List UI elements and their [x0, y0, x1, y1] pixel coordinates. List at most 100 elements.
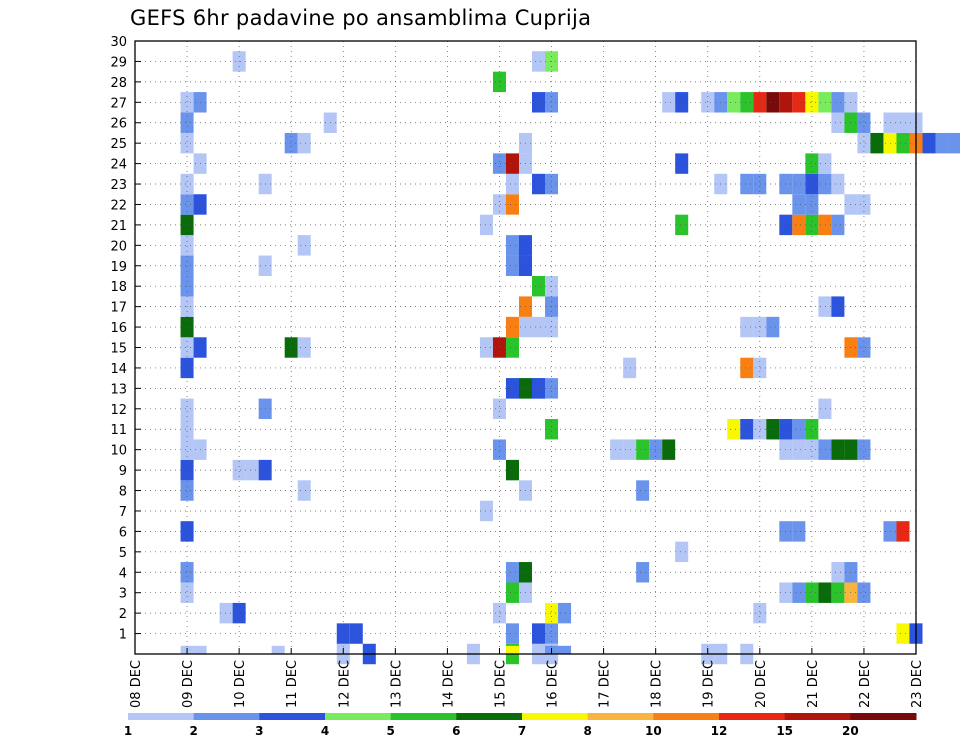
legend-label: 4 — [321, 724, 329, 738]
heatmap-cell — [545, 316, 559, 338]
heatmap-cell — [727, 92, 741, 113]
y-tick-label: 29 — [110, 55, 127, 70]
y-tick-label: 15 — [110, 342, 127, 357]
heatmap-cell — [532, 92, 546, 113]
heatmap-cell — [180, 173, 194, 195]
heatmap-cell — [831, 582, 845, 603]
heatmap-cell — [180, 439, 194, 460]
x-tick-label: 20 DEC — [754, 660, 769, 708]
heatmap-cell — [636, 439, 650, 460]
heatmap-cell — [883, 521, 897, 542]
heatmap-cell — [896, 112, 910, 133]
y-tick-label: 28 — [110, 76, 127, 91]
legend-label: 7 — [518, 724, 526, 738]
heatmap-cell — [284, 132, 298, 154]
y-tick-label: 2 — [119, 607, 127, 622]
heatmap-cell — [505, 153, 519, 174]
heatmap-cell — [662, 92, 676, 113]
heatmap-cell — [180, 419, 194, 440]
heatmap-cell — [792, 194, 806, 215]
heatmap-cell — [479, 337, 493, 358]
x-tick-label: 15 DEC — [493, 660, 508, 708]
legend-label: 3 — [255, 724, 263, 738]
heatmap-cell — [857, 439, 871, 460]
heatmap-cell — [284, 337, 298, 358]
heatmap-cell — [297, 235, 311, 256]
legend-label: 15 — [776, 724, 793, 738]
y-tick-label: 23 — [110, 178, 127, 193]
y-tick-label: 6 — [119, 525, 127, 540]
heatmap-cell — [740, 419, 754, 440]
y-tick-label: 30 — [110, 35, 127, 50]
chart-title: GEFS 6hr padavine po ansamblima Cuprija — [130, 6, 592, 30]
color-legend: 1 2 3 4 5 6 7 8 10 12 15 20 — [124, 713, 917, 738]
heatmap-cell — [180, 357, 194, 379]
legend-swatch — [325, 713, 392, 720]
heatmap-cell — [662, 439, 676, 460]
heatmap-cell — [675, 541, 689, 563]
legend-swatch — [587, 713, 654, 720]
heatmap-cell — [805, 214, 819, 236]
heatmap-cell — [180, 582, 194, 603]
y-axis: 1234567891011121314151617181920212223242… — [110, 35, 141, 643]
heatmap-cell — [753, 92, 767, 113]
heatmap-cell — [232, 459, 246, 481]
heatmap-cell — [180, 337, 194, 358]
heatmap-cell — [180, 459, 194, 481]
y-tick-label: 25 — [110, 137, 127, 152]
heatmap-cell — [818, 296, 832, 317]
heatmap-cell — [492, 194, 506, 215]
x-tick-label: 13 DEC — [389, 660, 404, 708]
heatmap-cell — [505, 645, 519, 654]
heatmap-cell — [792, 439, 806, 460]
heatmap-cell — [492, 398, 506, 420]
x-tick-label: 21 DEC — [806, 660, 821, 708]
heatmap-cell — [180, 214, 194, 236]
heatmap-cell — [532, 623, 546, 644]
y-tick-label: 8 — [119, 485, 127, 500]
y-tick-label: 26 — [110, 117, 127, 132]
heatmap-cell — [505, 316, 519, 338]
y-tick-label: 22 — [110, 198, 127, 213]
x-tick-label: 11 DEC — [285, 660, 300, 708]
heatmap-cell — [805, 582, 819, 603]
legend-label: 20 — [842, 724, 859, 738]
heatmap-cell — [505, 459, 519, 481]
heatmap-cell — [271, 645, 285, 654]
heatmap-cell — [180, 398, 194, 420]
y-tick-label: 10 — [110, 444, 127, 459]
heatmap-cell — [818, 582, 832, 603]
heatmap-cell — [805, 173, 819, 195]
heatmap-cell — [545, 378, 559, 399]
legend-label: 8 — [583, 724, 591, 738]
heatmap-cell — [532, 275, 546, 297]
legend-label: 5 — [386, 724, 394, 738]
heatmap-cell — [831, 173, 845, 195]
y-tick-label: 16 — [110, 321, 127, 336]
legend-swatch — [193, 713, 260, 720]
heatmap-cell — [766, 419, 780, 440]
heatmap-cell — [558, 645, 572, 654]
y-tick-label: 13 — [110, 382, 127, 397]
heatmap-cell — [831, 439, 845, 460]
heatmap-cell — [180, 194, 194, 215]
heatmap-cell — [610, 439, 624, 460]
legend-swatch — [456, 713, 523, 720]
y-tick-label: 9 — [119, 464, 127, 479]
heatmap-cell — [505, 173, 519, 195]
legend-swatch — [653, 713, 720, 720]
legend-swatch — [784, 713, 851, 720]
heatmap-cell — [180, 235, 194, 256]
heatmap-cell — [297, 132, 311, 154]
x-tick-label: 12 DEC — [337, 660, 352, 708]
y-tick-label: 14 — [110, 362, 127, 377]
heatmap-cell — [753, 357, 767, 379]
heatmap-cell — [193, 645, 207, 654]
heatmap-cell — [532, 51, 546, 72]
heatmap-cell — [896, 521, 910, 542]
heatmap-cell — [505, 337, 519, 358]
heatmap-cell — [740, 316, 754, 338]
heatmap-cell — [818, 92, 832, 113]
x-tick-label: 19 DEC — [702, 660, 717, 708]
x-tick-label: 09 DEC — [181, 660, 196, 708]
